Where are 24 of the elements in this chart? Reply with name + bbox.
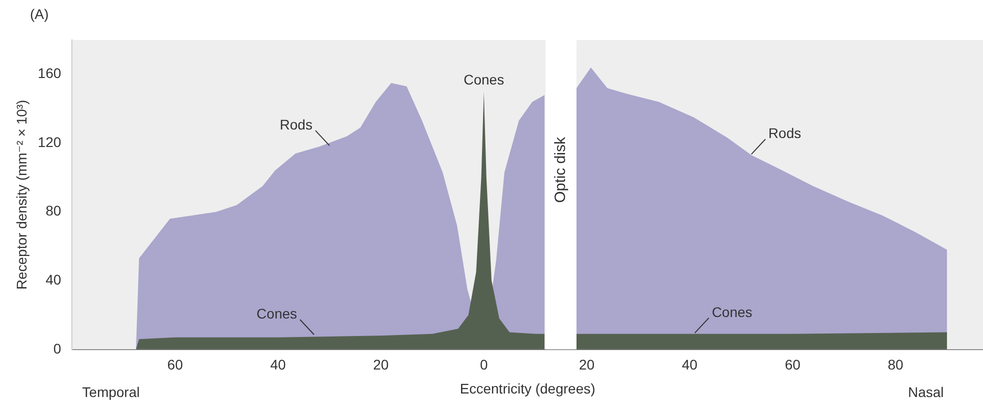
annotation: Rods <box>768 125 802 142</box>
annotation: Cones <box>464 71 504 88</box>
y-tick-label: 40 <box>46 272 62 288</box>
x-tick-label: 80 <box>888 356 904 373</box>
y-tick-label: 160 <box>38 65 62 82</box>
y-axis-title: Receptor density (mm⁻² × 10³) <box>13 100 30 290</box>
x-axis-title: Eccentricity (degrees) <box>460 380 596 396</box>
x-tick-label: 40 <box>682 356 698 373</box>
band-label: Optic disk <box>552 136 570 203</box>
annotation: Cones <box>712 304 752 320</box>
y-tick-label: 0 <box>53 340 62 356</box>
annotation: Cones <box>256 306 298 322</box>
text: (A) <box>30 6 49 22</box>
x-tick-label: 60 <box>167 356 184 373</box>
text: Temporal <box>82 384 140 400</box>
x-tick-label: 20 <box>373 356 389 373</box>
x-tick-label: 20 <box>578 356 595 373</box>
y-tick-label: 120 <box>38 134 62 150</box>
x-tick-label: 0 <box>480 356 488 373</box>
y-tick-label: 80 <box>46 202 62 219</box>
text: Nasal <box>908 384 944 400</box>
annotation: Rods <box>280 116 312 132</box>
x-tick-label: 40 <box>270 356 286 373</box>
x-tick-label: 60 <box>784 356 801 373</box>
